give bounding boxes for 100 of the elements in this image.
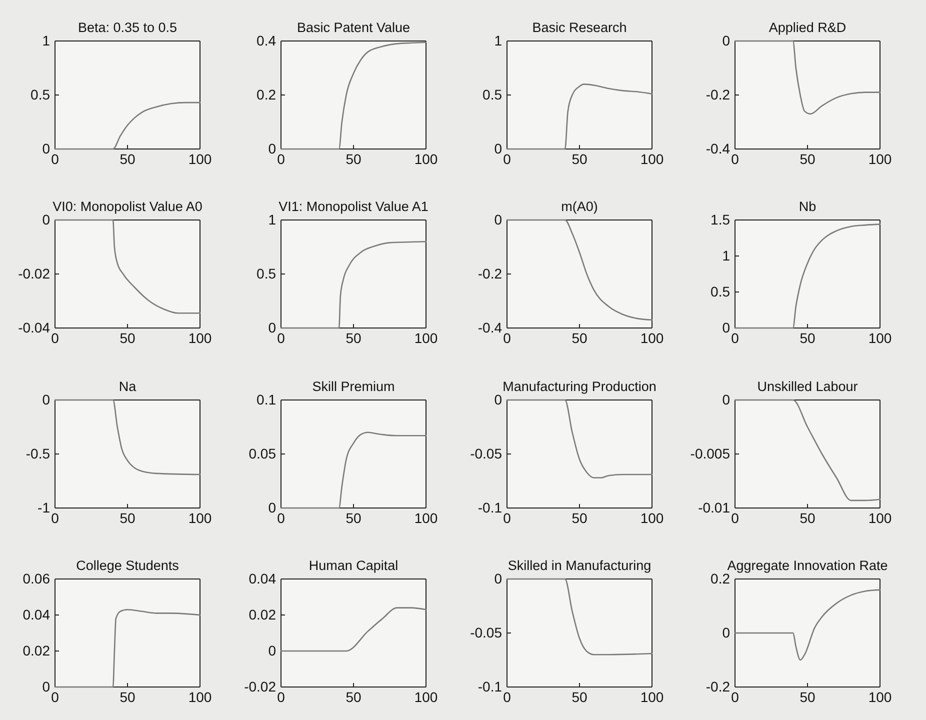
y-tick-label: 0 — [42, 391, 50, 408]
y-tick-label: 0 — [722, 32, 730, 48]
y-tick-label: -0.02 — [244, 678, 276, 694]
x-tick-label: 50 — [572, 688, 588, 705]
y-tick-label: 0 — [42, 678, 50, 694]
x-tick-label: 50 — [120, 688, 136, 705]
y-tick-label: 0.5 — [256, 265, 276, 282]
chart-title: Basic Research — [532, 20, 627, 35]
x-tick-label: 100 — [640, 150, 664, 167]
y-tick-label: 0 — [268, 642, 276, 658]
x-tick-label: 50 — [120, 150, 136, 167]
line-series — [734, 224, 881, 329]
x-tick-label: 50 — [346, 150, 362, 167]
chart-title: VI0: Monopolist Value A0 — [52, 199, 202, 214]
y-tick-label: 0.2 — [256, 86, 276, 102]
x-tick-label: 50 — [346, 330, 362, 346]
y-tick-label: 0.5 — [710, 283, 730, 300]
y-tick-label: -0.005 — [690, 445, 730, 462]
chart-title: College Students — [76, 558, 180, 573]
y-tick-label: 1 — [268, 211, 276, 228]
y-tick-label: -0.04 — [18, 319, 50, 336]
x-tick-label: 100 — [414, 510, 438, 526]
x-tick-label: 100 — [188, 510, 212, 526]
x-tick-label: 100 — [640, 510, 664, 526]
x-tick-label: 100 — [188, 688, 212, 705]
chart-title: Beta: 0.35 to 0.5 — [78, 20, 178, 35]
y-tick-label: 0.04 — [22, 606, 50, 622]
y-tick-label: 0 — [722, 624, 730, 640]
y-tick-label: 0 — [42, 211, 50, 228]
y-tick-label: 0.05 — [248, 445, 276, 462]
y-tick-label: -0.05 — [470, 445, 502, 462]
y-tick-label: 0.4 — [256, 32, 276, 48]
y-tick-label: 0.06 — [22, 570, 50, 586]
y-tick-label: 0 — [494, 140, 502, 156]
chart-title: Basic Patent Value — [296, 20, 410, 35]
y-tick-label: 0.02 — [22, 642, 50, 658]
x-tick-label: 100 — [188, 330, 212, 346]
x-tick-label: 100 — [414, 330, 438, 346]
x-tick-label: 100 — [640, 330, 664, 346]
x-tick-label: 50 — [346, 688, 362, 705]
x-tick-label: 50 — [800, 510, 816, 526]
chart-title: Aggregate Innovation Rate — [727, 558, 888, 573]
x-tick-label: 50 — [800, 150, 816, 167]
x-tick-label: 100 — [640, 688, 664, 705]
x-tick-label: 100 — [868, 150, 892, 167]
line-series — [280, 607, 427, 652]
x-tick-label: 100 — [414, 150, 438, 167]
y-tick-label: 0 — [722, 319, 730, 336]
y-tick-label: -0.1 — [478, 499, 502, 516]
y-tick-label: 0 — [722, 391, 730, 408]
chart-title: Nb — [798, 199, 816, 214]
chart-title: Unskilled Labour — [757, 379, 858, 394]
y-tick-label: 1 — [722, 247, 730, 264]
x-tick-label: 50 — [572, 330, 588, 346]
y-tick-label: 0 — [268, 499, 276, 516]
x-tick-label: 50 — [572, 150, 588, 167]
y-tick-label: -0.2 — [478, 265, 502, 282]
y-tick-label: 1.5 — [710, 211, 730, 228]
y-tick-label: -0.2 — [706, 678, 730, 694]
x-tick-label: 100 — [868, 510, 892, 526]
x-tick-label: 50 — [120, 330, 136, 346]
y-tick-label: 0.04 — [248, 570, 276, 586]
y-tick-label: 0 — [494, 570, 502, 586]
y-tick-label: -0.2 — [706, 86, 730, 102]
line-series — [280, 42, 427, 150]
y-tick-label: -0.02 — [18, 265, 50, 282]
chart-title: Human Capital — [308, 558, 398, 573]
y-tick-label: 0.1 — [256, 391, 276, 408]
y-tick-label: 0 — [268, 319, 276, 336]
chart-title: m(A0) — [561, 199, 598, 214]
y-tick-label: -1 — [38, 499, 50, 516]
y-tick-label: 0 — [494, 391, 502, 408]
y-tick-label: -0.4 — [478, 319, 502, 336]
x-tick-label: 100 — [188, 150, 212, 167]
y-tick-label: 0 — [494, 211, 502, 228]
y-tick-label: 1 — [494, 32, 502, 48]
chart-title: Applied R&D — [768, 20, 846, 35]
chart-title: Na — [118, 379, 137, 394]
y-tick-label: -0.1 — [478, 678, 502, 694]
y-tick-label: -0.01 — [698, 499, 730, 516]
x-tick-label: 100 — [414, 688, 438, 705]
y-tick-label: 1 — [42, 32, 50, 48]
x-tick-label: 50 — [346, 510, 362, 526]
x-tick-label: 50 — [572, 510, 588, 526]
x-tick-label: 100 — [868, 688, 892, 705]
x-tick-label: 50 — [120, 510, 136, 526]
y-tick-label: 0.2 — [710, 570, 730, 586]
line-series — [734, 589, 881, 661]
x-tick-label: 100 — [868, 330, 892, 346]
x-tick-label: 50 — [800, 688, 816, 705]
y-tick-label: 0 — [42, 140, 50, 156]
chart-title: VI1: Monopolist Value A1 — [278, 199, 428, 214]
y-tick-label: 0.5 — [482, 86, 502, 102]
x-tick-label: 50 — [800, 330, 816, 346]
chart-title: Skill Premium — [312, 379, 395, 394]
y-tick-label: 0.5 — [30, 86, 50, 102]
y-tick-label: 0.02 — [248, 606, 276, 622]
y-tick-label: -0.5 — [26, 445, 50, 462]
y-tick-label: 0 — [268, 140, 276, 156]
chart-title: Manufacturing Production — [502, 379, 656, 394]
